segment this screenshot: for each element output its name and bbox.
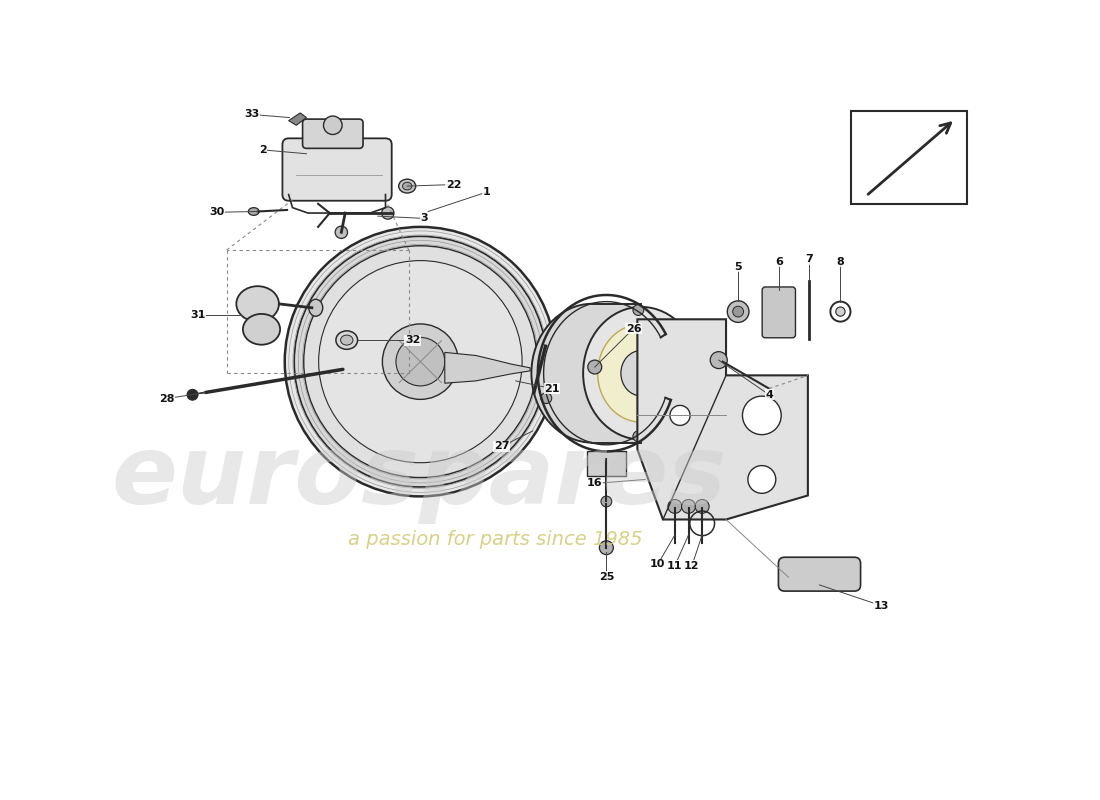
Ellipse shape	[597, 324, 685, 422]
Polygon shape	[444, 353, 530, 383]
Text: eurospares: eurospares	[111, 431, 726, 525]
Ellipse shape	[583, 307, 700, 439]
Circle shape	[600, 541, 614, 554]
Text: 5: 5	[735, 262, 741, 272]
Circle shape	[319, 261, 522, 462]
FancyBboxPatch shape	[302, 119, 363, 148]
Bar	[850, 111, 967, 204]
Text: 10: 10	[650, 559, 666, 569]
Text: 3: 3	[420, 214, 428, 223]
Circle shape	[742, 396, 781, 434]
Circle shape	[383, 324, 459, 399]
Text: 31: 31	[190, 310, 206, 321]
FancyBboxPatch shape	[762, 287, 795, 338]
Polygon shape	[637, 319, 807, 519]
Text: 33: 33	[244, 110, 260, 119]
Ellipse shape	[309, 299, 322, 316]
Text: 4: 4	[766, 390, 773, 400]
Text: 1: 1	[483, 187, 491, 198]
Circle shape	[541, 393, 552, 403]
Circle shape	[733, 306, 744, 317]
Ellipse shape	[403, 182, 411, 190]
Polygon shape	[593, 304, 641, 442]
Text: 28: 28	[160, 394, 175, 404]
Ellipse shape	[336, 331, 358, 350]
Circle shape	[336, 226, 348, 238]
Circle shape	[632, 305, 644, 315]
Ellipse shape	[398, 179, 416, 193]
Text: 30: 30	[209, 207, 224, 218]
Text: 2: 2	[260, 145, 267, 155]
Ellipse shape	[341, 335, 353, 345]
Polygon shape	[288, 113, 307, 126]
Circle shape	[294, 236, 547, 487]
Text: 27: 27	[494, 442, 509, 451]
Text: 13: 13	[873, 601, 889, 610]
Circle shape	[382, 207, 394, 219]
Circle shape	[587, 360, 602, 374]
Circle shape	[670, 406, 690, 426]
Circle shape	[836, 307, 845, 316]
Ellipse shape	[620, 350, 661, 396]
Circle shape	[695, 499, 710, 514]
FancyBboxPatch shape	[779, 558, 860, 591]
Text: 7: 7	[805, 254, 813, 264]
Text: 22: 22	[446, 179, 462, 190]
Text: a passion for parts since 1985: a passion for parts since 1985	[349, 530, 642, 549]
Text: 12: 12	[684, 561, 700, 570]
Circle shape	[304, 246, 537, 478]
Circle shape	[711, 352, 727, 369]
Text: 11: 11	[667, 561, 683, 570]
Ellipse shape	[249, 208, 260, 215]
Circle shape	[668, 499, 682, 514]
Text: 21: 21	[544, 384, 560, 394]
Text: 32: 32	[405, 335, 420, 345]
Circle shape	[187, 390, 198, 400]
Text: 8: 8	[837, 257, 845, 266]
Ellipse shape	[236, 286, 279, 322]
Circle shape	[323, 116, 342, 134]
FancyBboxPatch shape	[283, 138, 392, 201]
Ellipse shape	[531, 304, 653, 442]
Circle shape	[285, 227, 556, 496]
Polygon shape	[587, 451, 626, 476]
Text: 25: 25	[598, 572, 614, 582]
Circle shape	[632, 431, 644, 442]
Circle shape	[396, 338, 444, 386]
Circle shape	[727, 301, 749, 322]
Circle shape	[748, 466, 775, 494]
Circle shape	[601, 496, 612, 507]
Circle shape	[682, 499, 695, 514]
Text: 16: 16	[587, 478, 603, 489]
Text: 26: 26	[626, 323, 641, 334]
Text: 6: 6	[776, 257, 783, 266]
Ellipse shape	[243, 314, 280, 345]
